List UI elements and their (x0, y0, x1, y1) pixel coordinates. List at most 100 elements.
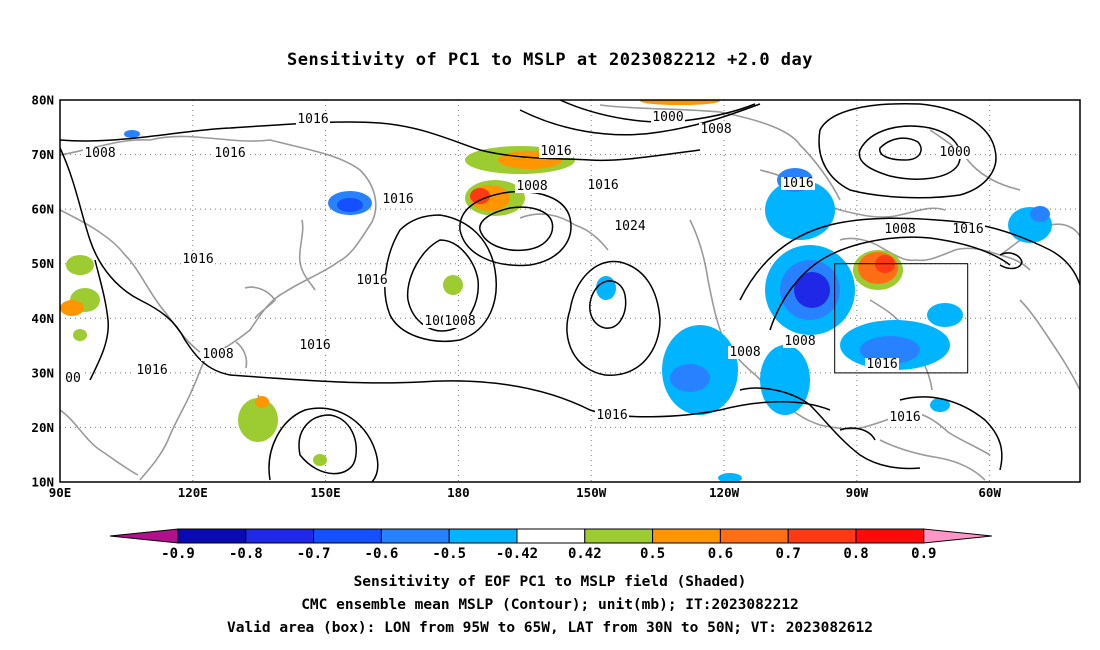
colorbar-label: -0.9 (161, 546, 195, 562)
contour-label-bg (515, 180, 549, 193)
chart-title: Sensitivity of PC1 to MSLP at 2023082212… (286, 50, 813, 70)
colorbar-segment (448, 528, 518, 544)
colorbar-right-triangle (923, 528, 992, 544)
contour-label: 1016 (587, 178, 618, 193)
contour-label: 00 (65, 371, 81, 386)
contour-label: 1008 (884, 222, 915, 237)
contour-label-bg (888, 411, 922, 424)
contour-label: 1016 (596, 408, 627, 423)
contour-label-bg (539, 145, 573, 158)
colorbar-label: 0.42 (568, 546, 602, 562)
contour-label-bg (951, 223, 985, 236)
colorbar-segment (380, 528, 450, 544)
colorbar-label: -0.5 (432, 546, 466, 562)
contour-label-bg (443, 315, 477, 328)
colorbar-segment (855, 528, 925, 544)
contour-label: 1016 (356, 273, 387, 288)
lon-label-60w: 60W (978, 485, 1001, 500)
contour-label-bg (355, 274, 389, 287)
contour-label-bg (728, 346, 762, 359)
contour-label-bg (298, 339, 332, 352)
lon-label-120w: 120W (709, 485, 740, 500)
colorbar-segment (177, 528, 247, 544)
contour-label: 1016 (889, 410, 920, 425)
colorbar-segment (584, 528, 654, 544)
mslp-contours (60, 100, 1080, 482)
contour-label-bg (613, 220, 647, 233)
lon-label-120e: 120E (178, 485, 208, 500)
lon-label-150e: 150E (311, 485, 341, 500)
lat-label-20n: 20N (31, 420, 54, 435)
contour-label-bg (938, 146, 972, 159)
lat-label-40n: 40N (31, 311, 54, 326)
colorbar-label: -0.8 (229, 546, 263, 562)
contour-label-bg (296, 113, 330, 126)
caption-contour: CMC ensemble mean MSLP (Contour); unit(m… (301, 597, 799, 613)
colorbar-segment (719, 528, 789, 544)
contour-label: 1008 (516, 179, 547, 194)
contour-label: 1000 (652, 110, 683, 125)
lat-lon-grid (60, 100, 1080, 482)
lat-label-30n: 30N (31, 365, 54, 380)
contour-label: 1016 (136, 363, 167, 378)
contour-label: 1000 (939, 145, 970, 160)
latitude-labels: 80N 70N 60N 50N 40N 30N 20N 10N (31, 93, 54, 490)
contour-label: 1008 (202, 347, 233, 362)
contour-labels: 1016 1008 1016 1000 1008 1016 1008 1016 1000 1016… (64, 110, 985, 425)
lat-label-60n: 60N (31, 202, 54, 217)
valid-area-box (834, 263, 969, 374)
colorbar-label: -0.6 (365, 546, 399, 562)
contour-label-bg (213, 147, 247, 160)
contour-label: 1016 (182, 252, 213, 267)
caption-shading: Sensitivity of EOF PC1 to MSLP field (Sh… (353, 574, 747, 590)
caption-valid-area: Valid area (box): LON from 95W to 65W, L… (226, 620, 873, 636)
contour-label-bg (64, 372, 82, 385)
contour-label-bg (699, 123, 733, 136)
contour-label-bg (135, 364, 169, 377)
contour-label: 1016 (382, 192, 413, 207)
colorbar-label: 0.6 (708, 546, 733, 562)
colorbar-label: 0.7 (776, 546, 801, 562)
colorbar-label: 0.5 (640, 546, 665, 562)
contour-label: 1008 (700, 122, 731, 137)
lat-label-50n: 50N (31, 256, 54, 271)
colorbar-segment (652, 528, 721, 544)
contour-label-bg (83, 147, 117, 160)
contour-label-bg (783, 335, 817, 348)
colorbar-segment (787, 528, 857, 544)
colorbar-segment (245, 528, 315, 544)
contour-label: 1008 (444, 314, 475, 329)
contour-label-bg (201, 348, 235, 361)
contour-label-bg (586, 179, 620, 192)
lat-label-10n: 10N (31, 475, 54, 490)
contour-label: 1016 (866, 357, 897, 372)
lon-label-150w: 150W (576, 485, 607, 500)
lat-label-80n: 80N (31, 93, 54, 108)
lon-label-90e: 90E (49, 485, 72, 500)
contour-label: 1008 (784, 334, 815, 349)
colorbar-left-triangle (109, 528, 179, 544)
colorbar-segment (516, 528, 586, 544)
contour-label: 1024 (614, 219, 645, 234)
contour-label: 1016 (782, 176, 813, 191)
contour-label: 1016 (540, 144, 571, 159)
contour-label: 1016 (952, 222, 983, 237)
map-frame (59, 99, 1081, 483)
contour-label: 1008 (84, 146, 115, 161)
contour-label: 1016 (214, 146, 245, 161)
colorbar-label: 0.8 (843, 546, 868, 562)
lon-label-180: 180 (447, 485, 470, 500)
colorbar: -0.9 -0.8 -0.7 -0.6 -0.5 -0.42 0.42 0.5 0.6 0.7 0.… (109, 528, 992, 562)
sensitivity-shading (60, 100, 1052, 482)
contour-label: 1016 (299, 338, 330, 353)
lon-label-90w: 90W (846, 485, 869, 500)
colorbar-label: 0.9 (911, 546, 936, 562)
contour-label-bg (651, 111, 685, 124)
contour-label-bg (865, 358, 899, 371)
colorbar-label: -0.7 (297, 546, 331, 562)
contour-label: 1008 (729, 345, 760, 360)
colorbar-label: -0.42 (496, 546, 538, 562)
contour-label-bg (181, 253, 215, 266)
colorbar-segment (313, 528, 382, 544)
